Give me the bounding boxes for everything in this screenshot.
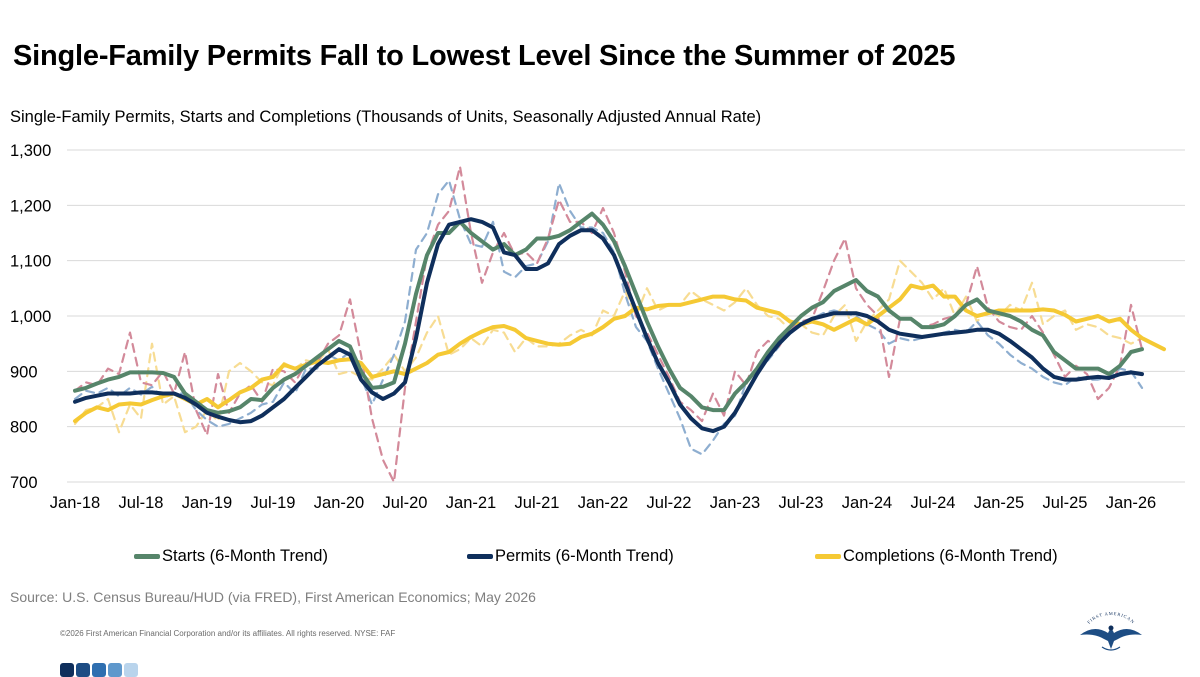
x-tick-label: Jan-24 — [842, 494, 892, 512]
series-line-permits — [73, 217, 1144, 434]
legend-item-starts: Starts (6-Month Trend) — [134, 547, 328, 566]
x-tick-label: Jul-18 — [119, 494, 164, 512]
legend-swatch-permits — [467, 554, 493, 559]
x-tick-label: Jan-23 — [710, 494, 760, 512]
chart-subtitle: Single-Family Permits, Starts and Comple… — [10, 108, 762, 126]
x-tick-label: Jan-19 — [182, 494, 232, 512]
copyright-note: ©2026 First American Financial Corporati… — [60, 629, 396, 638]
legend-item-permits: Permits (6-Month Trend) — [467, 547, 674, 566]
x-tick-label: Jul-22 — [647, 494, 692, 512]
x-tick-label: Jul-25 — [1043, 494, 1088, 512]
y-tick-label: 1,100 — [10, 253, 51, 271]
series-line-completions-raw — [73, 259, 1144, 434]
x-tick-label: Jul-19 — [251, 494, 296, 512]
footer-dot — [124, 663, 138, 677]
x-tick-label: Jul-21 — [515, 494, 560, 512]
legend-label-starts: Starts (6-Month Trend) — [162, 547, 328, 565]
footer-dot — [108, 663, 122, 677]
legend-swatch-completions — [815, 554, 841, 559]
eagle-logo-icon: FIRST AMERICAN — [1080, 611, 1142, 651]
y-tick-label: 800 — [10, 419, 38, 437]
x-tick-label: Jul-20 — [383, 494, 428, 512]
y-tick-label: 1,300 — [10, 142, 51, 160]
line-chart: 700 800 900 1,000 1,100 1,200 1,300 Jan-18 Jul-1… — [10, 142, 1185, 512]
x-tick-label: Jan-18 — [50, 494, 100, 512]
series-line-completions — [73, 283, 1166, 424]
legend-item-completions: Completions (6-Month Trend) — [815, 547, 1058, 566]
footer-dot — [92, 663, 106, 677]
footer-dots — [60, 663, 138, 677]
chart-title: Single-Family Permits Fall to Lowest Lev… — [13, 40, 956, 72]
x-tick-label: Jul-24 — [911, 494, 956, 512]
x-tick-label: Jan-26 — [1106, 494, 1156, 512]
footer-dot — [60, 663, 74, 677]
x-tick-label: Jan-22 — [578, 494, 628, 512]
series-line-starts — [73, 211, 1144, 415]
series-line-permits-raw — [73, 179, 1144, 456]
y-tick-label: 1,000 — [10, 308, 51, 326]
y-tick-label: 1,200 — [10, 197, 51, 215]
x-tick-label: Jan-25 — [974, 494, 1024, 512]
logo-text: FIRST AMERICAN — [1086, 611, 1135, 625]
footer-dot — [76, 663, 90, 677]
legend-swatch-starts — [134, 554, 160, 559]
legend-label-completions: Completions (6-Month Trend) — [843, 547, 1058, 565]
y-tick-label: 700 — [10, 474, 38, 492]
svg-text:FIRST AMERICAN: FIRST AMERICAN — [1086, 611, 1136, 625]
x-tick-label: Jan-21 — [446, 494, 496, 512]
y-tick-label: 900 — [10, 363, 38, 381]
legend-label-permits: Permits (6-Month Trend) — [495, 547, 674, 565]
source-note: Source: U.S. Census Bureau/HUD (via FRED… — [10, 589, 536, 605]
x-tick-label: Jan-20 — [314, 494, 364, 512]
x-tick-label: Jul-23 — [779, 494, 824, 512]
